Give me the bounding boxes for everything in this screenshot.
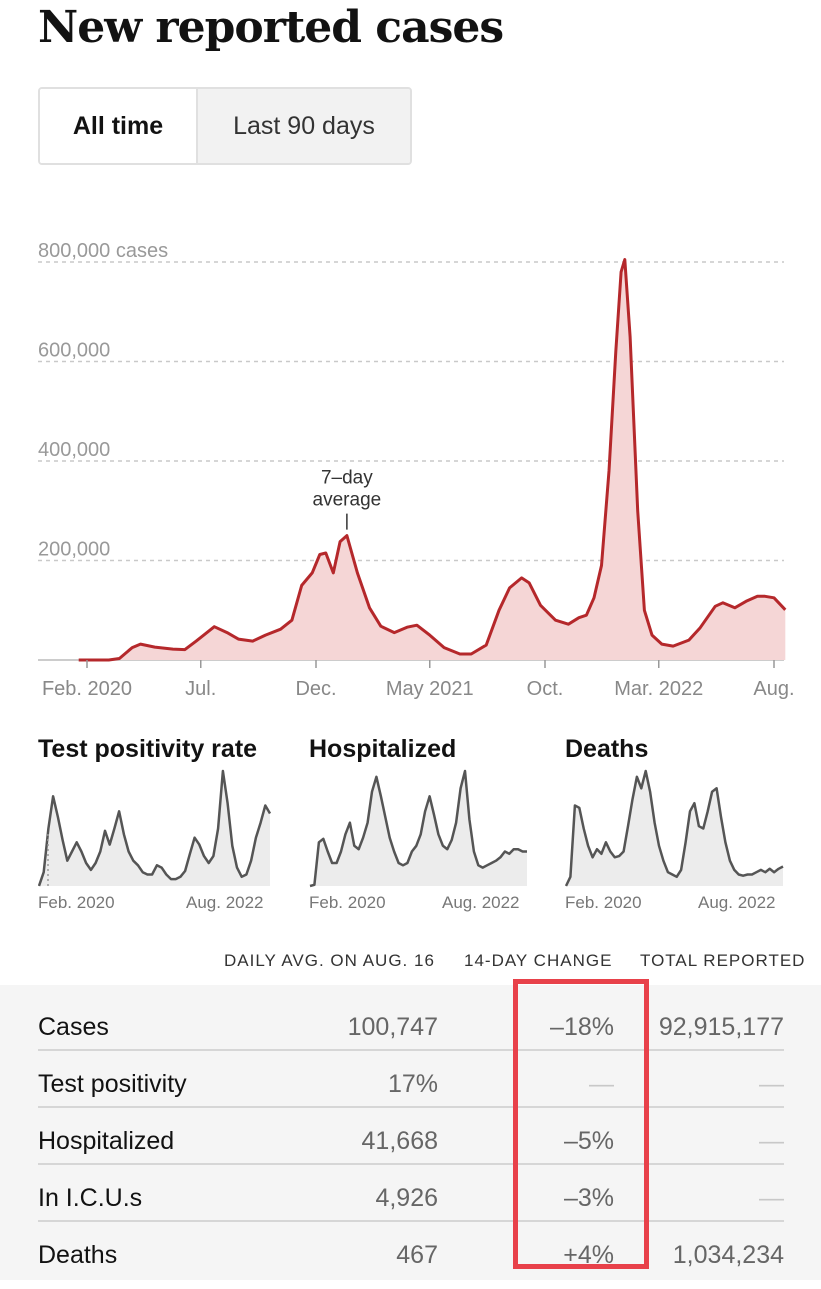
total-value: — xyxy=(759,1070,784,1098)
x-tick-label: Dec. xyxy=(295,678,336,700)
tick-label: Aug. 2022 xyxy=(186,893,264,912)
y-tick-label: 400,000 xyxy=(38,439,110,461)
y-tick-label: 600,000 xyxy=(38,340,110,362)
stats-table: Cases 100,747 –18% 92,915,177 Test posit… xyxy=(0,985,821,1280)
table-row: Deaths 467 +4% 1,034,234 xyxy=(38,1221,784,1277)
sparkline-line xyxy=(565,769,784,887)
hospitalized-sparkline xyxy=(309,769,527,888)
change-column-highlight xyxy=(513,979,649,1269)
row-label: Test positivity xyxy=(38,1070,187,1098)
main-cases-chart: 800,000 cases 600,000 400,000 200,000 Feb. 2… xyxy=(38,240,795,700)
test-positivity-title: Test positivity rate xyxy=(38,735,258,763)
daily-avg-value: 41,668 xyxy=(361,1127,438,1155)
table-row: Hospitalized 41,668 –5% — xyxy=(38,1107,784,1165)
test-positivity-sparkline xyxy=(38,769,272,887)
tick-label: Feb. 2020 xyxy=(565,893,642,912)
change-value: –5% xyxy=(563,1127,614,1155)
tick-label: Feb. 2020 xyxy=(309,893,386,912)
total-value: 1,034,234 xyxy=(672,1241,784,1269)
deaths-sparkline xyxy=(565,769,784,887)
tick-label: Aug. 2022 xyxy=(698,893,776,912)
hospitalized-title: Hospitalized xyxy=(309,735,457,763)
row-label: Cases xyxy=(38,1013,109,1041)
col-header-14-day-change: 14-DAY CHANGE xyxy=(464,951,613,970)
x-tick-label: Jul. xyxy=(185,678,216,700)
cases-area xyxy=(78,259,786,660)
x-tick-label: Mar. 2022 xyxy=(614,678,703,700)
table-row: Cases 100,747 –18% 92,915,177 xyxy=(38,993,784,1051)
all-time-button[interactable]: All time xyxy=(40,89,198,163)
daily-avg-value: 467 xyxy=(396,1241,438,1269)
sparkline-area xyxy=(310,771,527,886)
annotation-text: 7–day xyxy=(321,468,373,489)
daily-avg-value: 4,926 xyxy=(375,1184,438,1212)
total-value: 92,915,177 xyxy=(658,1013,784,1041)
total-value: — xyxy=(759,1127,784,1155)
y-tick-label: 800,000 cases xyxy=(38,240,168,262)
sparkline-area xyxy=(566,771,783,886)
row-label: In I.C.U.s xyxy=(38,1184,143,1212)
tick-label: Feb. 2020 xyxy=(38,893,115,912)
cases-line xyxy=(78,258,787,662)
tick-label: Aug. 2022 xyxy=(442,893,520,912)
x-tick-label: Oct. xyxy=(527,678,564,700)
total-value: — xyxy=(759,1184,784,1212)
last-90-days-button[interactable]: Last 90 days xyxy=(198,89,410,163)
row-label: Deaths xyxy=(38,1241,118,1269)
sparkline-line xyxy=(38,769,272,887)
deaths-title: Deaths xyxy=(565,735,649,763)
x-tick-label: May 2021 xyxy=(386,678,474,700)
col-header-daily-avg: DAILY AVG. ON AUG. 16 xyxy=(224,951,435,970)
daily-avg-value: 17% xyxy=(387,1070,438,1098)
change-value: –3% xyxy=(563,1184,614,1212)
x-tick-label: Aug. xyxy=(753,678,794,700)
change-value: –18% xyxy=(550,1013,614,1041)
change-value: — xyxy=(589,1070,614,1098)
table-row: Test positivity 17% — — xyxy=(38,1050,784,1108)
row-label: Hospitalized xyxy=(38,1127,175,1155)
x-tick-label: Feb. 2020 xyxy=(42,678,132,700)
annotation-text: average xyxy=(313,490,382,511)
time-range-toggle: All time Last 90 days xyxy=(38,87,412,165)
daily-avg-value: 100,747 xyxy=(347,1013,438,1041)
page-title: New reported cases xyxy=(38,2,504,53)
col-header-total-reported: TOTAL REPORTED xyxy=(640,951,806,970)
table-row: In I.C.U.s 4,926 –3% — xyxy=(38,1164,784,1222)
sparkline-line xyxy=(309,769,527,888)
y-tick-label: 200,000 xyxy=(38,539,110,561)
